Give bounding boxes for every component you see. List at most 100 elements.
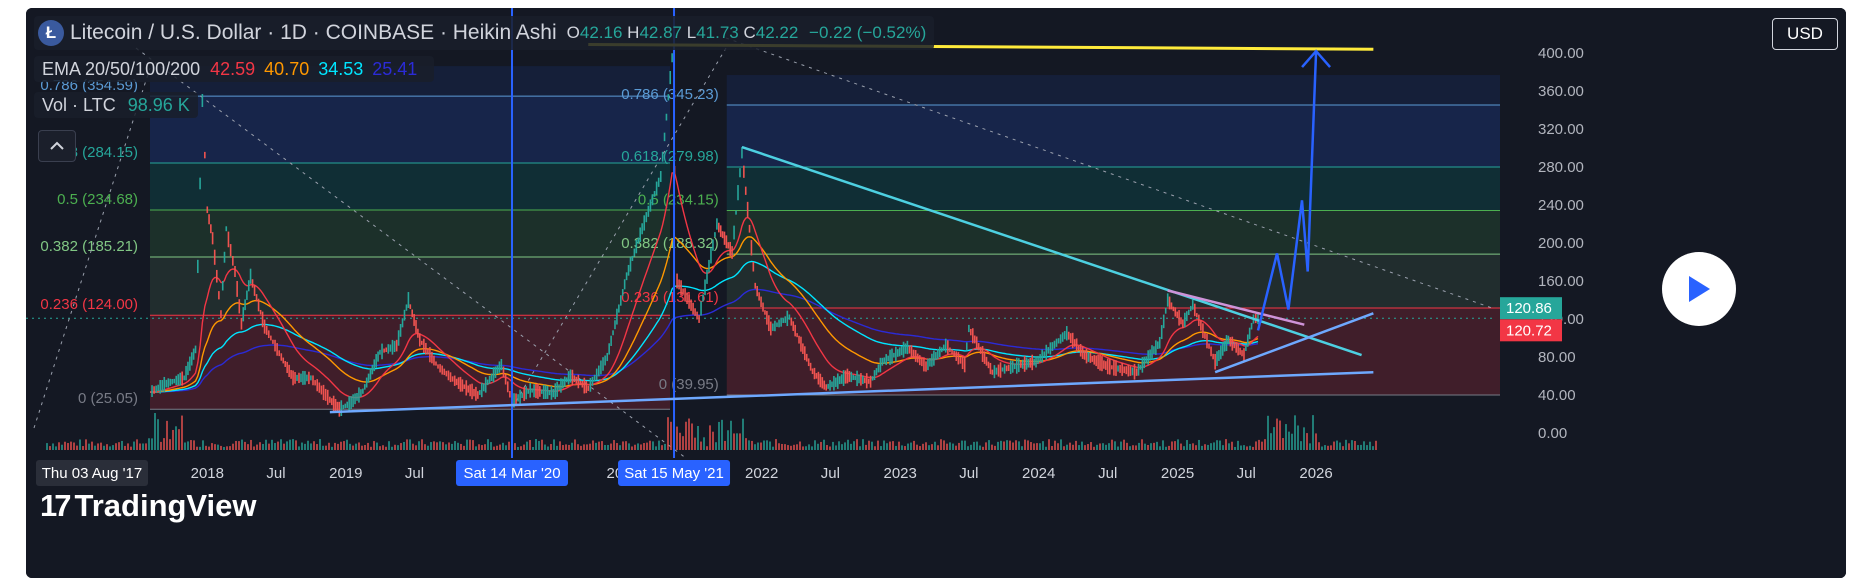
volume-bar bbox=[1105, 444, 1107, 450]
volume-bar bbox=[955, 445, 957, 450]
ema-label: EMA 20/50/100/200 bbox=[42, 58, 201, 79]
volume-bar bbox=[664, 443, 666, 450]
price-axis[interactable]: 0.0040.0080.00120.00160.00200.00240.0028… bbox=[1500, 8, 1846, 578]
fib-zone bbox=[150, 96, 671, 164]
volume-bar bbox=[61, 444, 63, 450]
volume-bar bbox=[1204, 444, 1206, 450]
volume-bar bbox=[250, 439, 252, 450]
volume-bar bbox=[646, 442, 648, 450]
volume-bar bbox=[211, 443, 213, 450]
volume-bar bbox=[910, 442, 912, 450]
volume-bar bbox=[1312, 415, 1314, 450]
fib-zone bbox=[726, 254, 1500, 308]
volume-bar bbox=[334, 442, 336, 450]
volume-bar bbox=[745, 438, 747, 450]
volume-bar bbox=[1258, 439, 1260, 450]
volume-bar bbox=[1228, 443, 1230, 450]
projection-path[interactable] bbox=[1256, 51, 1318, 331]
volume-bar bbox=[538, 440, 540, 450]
volume-bar bbox=[1300, 441, 1302, 450]
volume-bar bbox=[637, 443, 639, 450]
volume-bar bbox=[1282, 438, 1284, 450]
volume-bar bbox=[1309, 443, 1311, 450]
volume-bar bbox=[124, 445, 126, 450]
volume-bar bbox=[313, 441, 315, 450]
fib-level-label: 0.236 (131.61) bbox=[621, 289, 719, 306]
volume-bar bbox=[46, 443, 48, 450]
volume-bar bbox=[568, 444, 570, 450]
volume-label: Vol · LTC bbox=[42, 94, 116, 115]
volume-bar bbox=[1201, 445, 1203, 450]
fib-level-label: 0.5 (234.68) bbox=[57, 191, 138, 208]
volume-bar bbox=[838, 441, 840, 450]
volume-bar bbox=[445, 444, 447, 450]
trendline-descending-resistance[interactable] bbox=[741, 145, 1362, 357]
volume-bar bbox=[1012, 442, 1014, 450]
volume-bar bbox=[784, 444, 786, 450]
play-button[interactable] bbox=[1662, 252, 1736, 326]
fib-set-right[interactable]: 0.786 (345.23) 0.618 (279.98) 0.5 (234.15)… bbox=[621, 75, 1500, 396]
currency-button[interactable]: USD bbox=[1772, 18, 1838, 50]
price-chart[interactable]: 0.786 (354.59)0.618 (284.15)0.5 (234.68)… bbox=[26, 8, 1846, 578]
volume-bar bbox=[892, 441, 894, 450]
volume-bar bbox=[1330, 445, 1332, 450]
ema-200-value: 25.41 bbox=[372, 58, 418, 79]
volume-bar bbox=[421, 439, 423, 450]
volume-bar bbox=[49, 446, 51, 450]
volume-bar bbox=[679, 432, 681, 450]
volume-bar bbox=[178, 429, 180, 450]
volume-bar bbox=[850, 443, 852, 450]
volume-bar bbox=[640, 444, 642, 450]
volume-bar bbox=[898, 441, 900, 450]
volume-bar bbox=[253, 446, 255, 450]
volume-bar bbox=[187, 441, 189, 450]
volume-bar bbox=[268, 443, 270, 450]
volume-bar bbox=[232, 443, 234, 450]
volume-bar bbox=[220, 445, 222, 450]
trendline-long-support[interactable] bbox=[329, 370, 1374, 414]
volume-bar bbox=[1054, 440, 1056, 450]
volume-bar bbox=[1033, 443, 1035, 450]
volume-bar bbox=[256, 444, 258, 450]
volume-bar bbox=[631, 446, 633, 450]
price-candles[interactable] bbox=[151, 53, 1259, 417]
volume-bar bbox=[1075, 440, 1077, 450]
volume-bar bbox=[418, 441, 420, 450]
collapse-legend-button[interactable] bbox=[38, 130, 76, 162]
volume-bar bbox=[1255, 441, 1257, 450]
volume-bar bbox=[280, 439, 282, 450]
volume-bar bbox=[1252, 446, 1254, 450]
x-tick-label: Jul bbox=[959, 465, 978, 482]
volume-bar bbox=[139, 443, 141, 450]
volume-bar bbox=[166, 420, 168, 450]
trendline-short-resistance[interactable] bbox=[1167, 289, 1305, 326]
volume-bar bbox=[1072, 444, 1074, 450]
time-axis[interactable]: 2018Jul2019JulJul20212022Jul2023Jul2024J… bbox=[26, 458, 1500, 558]
fib-diagonal bbox=[511, 47, 727, 409]
fib-zone bbox=[726, 75, 1500, 106]
volume-bar bbox=[1030, 442, 1032, 450]
volume-bar bbox=[1147, 445, 1149, 450]
volume-bar bbox=[469, 439, 471, 450]
ema-20-value: 42.59 bbox=[210, 58, 256, 79]
volume-bar bbox=[979, 445, 981, 450]
volume-bar bbox=[586, 444, 588, 450]
trendline-rising-support[interactable] bbox=[1214, 312, 1374, 374]
symbol-header[interactable]: Ł Litecoin / U.S. Dollar · 1D · COINBASE… bbox=[34, 16, 935, 50]
volume-bar bbox=[1153, 442, 1155, 450]
volume-bar bbox=[1318, 442, 1320, 450]
volume-bar bbox=[604, 444, 606, 450]
volume-bar bbox=[130, 446, 132, 450]
volume-bar bbox=[1024, 439, 1026, 450]
volume-bar bbox=[1042, 441, 1044, 450]
volume-bar bbox=[241, 439, 243, 450]
volume-bar bbox=[805, 446, 807, 450]
volume-legend[interactable]: Vol · LTC 98.96 K bbox=[34, 92, 198, 118]
fib-zone bbox=[726, 105, 1500, 168]
volume-bar bbox=[514, 443, 516, 450]
ema-legend[interactable]: EMA 20/50/100/200 42.59 40.70 34.53 25.4… bbox=[34, 56, 435, 82]
volume-bar bbox=[613, 440, 615, 450]
volume-bar bbox=[1129, 446, 1131, 450]
symbol-title[interactable]: Litecoin / U.S. Dollar · 1D · COINBASE ·… bbox=[70, 21, 557, 44]
date-marker-label: Sat 15 May '21 bbox=[624, 465, 724, 482]
